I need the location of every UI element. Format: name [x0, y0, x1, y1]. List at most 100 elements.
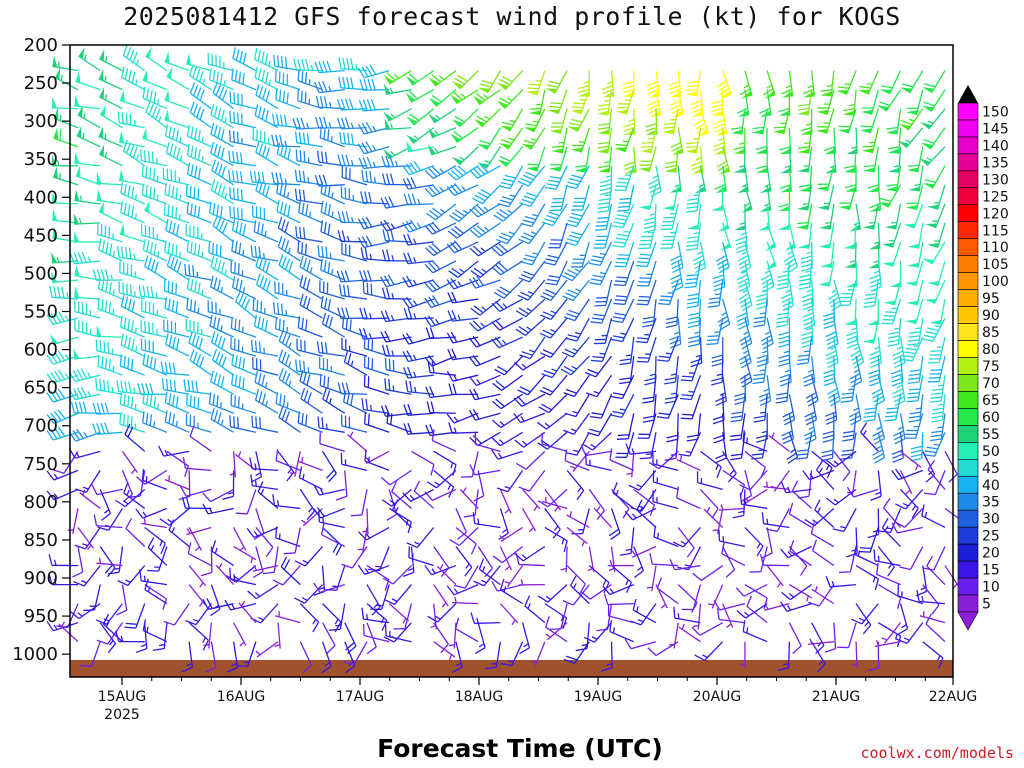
wind-barb — [451, 108, 479, 128]
wind-barb — [343, 351, 368, 376]
wind-barb — [820, 70, 835, 97]
wind-barb — [254, 104, 279, 129]
x-tick-label: 19AUG — [574, 689, 623, 705]
wind-barb — [341, 337, 368, 357]
wind-barb — [636, 279, 657, 306]
x-tick-label: 18AUG — [455, 689, 504, 705]
wind-barb — [664, 375, 679, 404]
wind-barb — [52, 55, 79, 72]
wind-barb — [718, 504, 745, 511]
wind-barb — [545, 260, 568, 286]
wind-barb — [580, 444, 612, 457]
wind-barb — [590, 298, 613, 324]
wind-barb — [499, 526, 523, 543]
wind-barb — [46, 388, 79, 403]
wind-barb — [262, 546, 279, 575]
wind-barb — [120, 315, 145, 338]
wind-barb — [361, 398, 390, 414]
wind-barb — [425, 386, 457, 399]
wind-barb — [446, 182, 479, 197]
wind-barb — [496, 70, 524, 91]
wind-barb — [403, 404, 434, 416]
wind-barb — [780, 545, 812, 559]
wind-barb — [428, 70, 457, 87]
wind-barb — [164, 391, 190, 414]
wind-barb — [618, 356, 635, 385]
colorbar-label: 125 — [982, 189, 1009, 205]
wind-barb — [450, 127, 479, 143]
wind-barb — [517, 165, 546, 187]
wind-barb — [815, 108, 835, 134]
colorbar-label: 65 — [982, 393, 1000, 409]
wind-barb — [163, 319, 190, 338]
wind-barb — [615, 89, 635, 115]
wind-barb — [739, 492, 768, 510]
wind-barb — [75, 70, 101, 91]
wind-barb — [455, 546, 473, 577]
y-tick-label: 400 — [24, 187, 58, 208]
wind-barb — [253, 220, 279, 243]
wind-barb — [142, 619, 168, 643]
colorbar-label: 35 — [982, 495, 1000, 511]
wind-barb — [142, 86, 168, 110]
wind-barb — [766, 565, 784, 588]
wind-barb — [147, 546, 168, 572]
wind-barb — [299, 370, 323, 395]
wind-barb — [449, 527, 479, 547]
colorbar-label: 90 — [982, 308, 1000, 324]
wind-barb — [142, 353, 168, 376]
wind-barb — [499, 578, 523, 605]
wind-barb — [872, 413, 885, 445]
wind-barb — [469, 464, 501, 476]
wind-barb — [597, 108, 613, 135]
colorbar-bottom-arrow — [957, 611, 979, 631]
wind-barb — [46, 426, 79, 441]
wind-barb — [649, 552, 679, 567]
wind-barb — [798, 222, 813, 249]
y-tick-label: 550 — [24, 302, 58, 323]
colorbar-label: 115 — [982, 223, 1009, 239]
wind-barb — [539, 317, 568, 339]
colorbar-label: 105 — [982, 257, 1009, 273]
wind-barb — [544, 603, 568, 630]
wind-barb — [186, 240, 212, 262]
wind-barb — [541, 496, 568, 510]
wind-barb — [753, 298, 768, 328]
wind-barb — [522, 488, 541, 511]
wind-barb — [74, 286, 101, 300]
wind-barb — [706, 317, 724, 346]
wind-barb — [402, 488, 434, 502]
wind-barb — [925, 613, 946, 643]
wind-barb — [863, 146, 879, 173]
wind-barb — [633, 546, 645, 579]
wind-barb — [899, 470, 913, 495]
wind-barb — [590, 336, 613, 363]
wind-barb — [893, 413, 906, 445]
wind-barb — [518, 260, 546, 283]
wind-barb — [205, 641, 217, 673]
wind-barb — [77, 105, 101, 129]
wind-barb — [117, 565, 146, 587]
wind-barb — [927, 356, 946, 383]
wind-barb — [694, 641, 724, 661]
wind-barb — [687, 299, 702, 329]
wind-barb — [364, 449, 390, 471]
ground-strip — [70, 660, 953, 677]
wind-barb — [320, 523, 346, 548]
wind-barb — [74, 319, 101, 338]
wind-barb — [635, 317, 657, 344]
wind-barb — [920, 108, 946, 130]
wind-barb — [122, 139, 146, 167]
wind-barb — [97, 354, 123, 376]
wind-barb — [626, 451, 635, 478]
colorbar-label: 30 — [982, 512, 1000, 528]
wind-barb — [517, 374, 546, 396]
colorbar-label: 45 — [982, 461, 1000, 477]
wind-barb — [868, 356, 881, 387]
wind-barb — [919, 611, 946, 624]
wind-barb — [181, 496, 212, 510]
wind-barb — [341, 316, 368, 338]
wind-barb — [210, 255, 234, 281]
wind-barb — [294, 131, 323, 148]
wind-barb — [250, 245, 279, 262]
